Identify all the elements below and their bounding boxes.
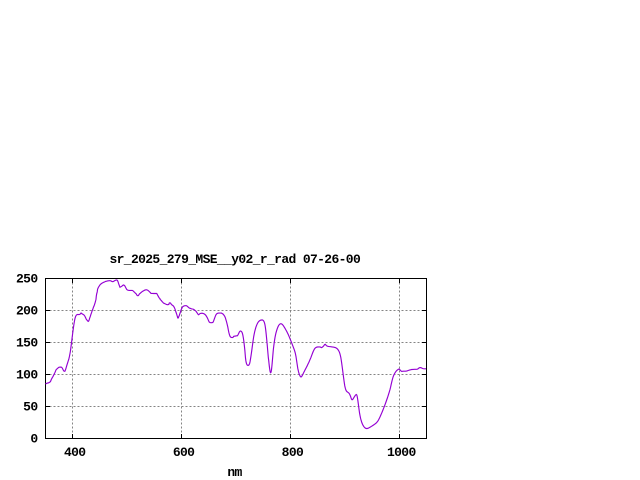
svg-text:400: 400	[64, 445, 86, 460]
svg-text:0: 0	[30, 432, 38, 447]
svg-text:100: 100	[16, 368, 38, 383]
svg-text:600: 600	[173, 445, 195, 460]
svg-text:150: 150	[16, 336, 38, 351]
svg-text:50: 50	[23, 400, 38, 415]
svg-text:250: 250	[16, 272, 38, 287]
svg-text:200: 200	[16, 304, 38, 319]
svg-text:sr_2025_279_MSE__y02_r_rad 07-: sr_2025_279_MSE__y02_r_rad 07-26-00	[109, 252, 360, 267]
svg-text:800: 800	[282, 445, 304, 460]
svg-text:1000: 1000	[387, 445, 416, 460]
svg-text:nm: nm	[227, 465, 242, 480]
